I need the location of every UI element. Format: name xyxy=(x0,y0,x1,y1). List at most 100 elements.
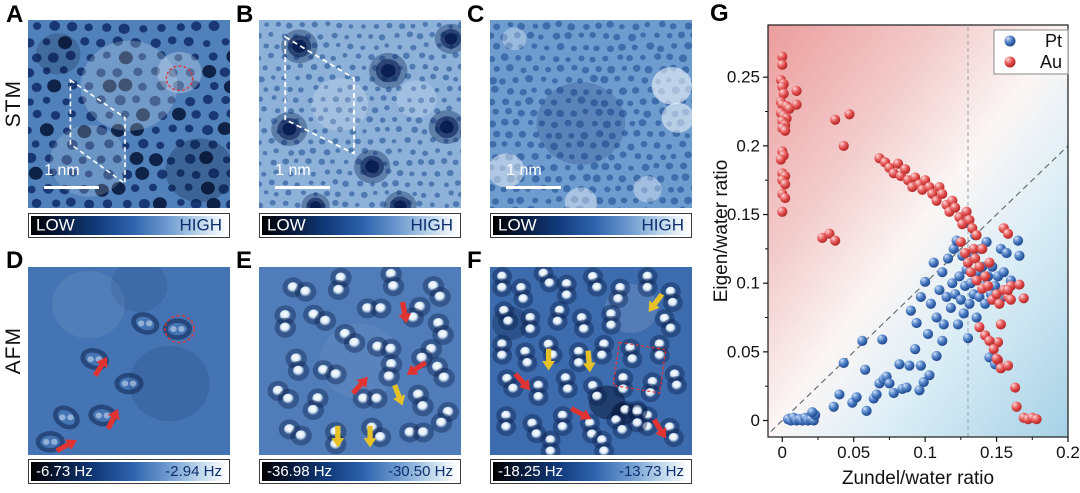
afm-image-f xyxy=(490,267,692,455)
red-arrow-icon xyxy=(92,356,108,377)
svg-text:0.1: 0.1 xyxy=(736,274,760,293)
legend-label-au: Au xyxy=(1040,52,1062,72)
legend-marker-pt xyxy=(1004,35,1016,47)
colorbar-high-label: HIGH xyxy=(179,215,223,235)
red-dashed-outline xyxy=(612,341,667,394)
svg-text:0.15: 0.15 xyxy=(980,443,1013,462)
afm-image-e-texture xyxy=(267,267,459,455)
scatter-plot-g: 0 0.05 0.1 0.15 0.2 0 0.05 0.1 0.15 0.2 0.25 Zundel… xyxy=(713,24,1080,489)
afm-image-d xyxy=(28,267,230,455)
stm-image-a: 1 nm xyxy=(28,20,230,208)
yellow-arrow-icon xyxy=(392,384,406,406)
stm-image-c-texture xyxy=(490,20,692,208)
colorbar-a-gradient: LOW HIGH xyxy=(31,215,227,235)
afm-image-d-overlays xyxy=(55,314,195,453)
panel-letter-b: B xyxy=(236,1,254,28)
panel-letter-c: C xyxy=(467,1,485,28)
red-arrow-icon xyxy=(350,376,368,395)
svg-text:0.2: 0.2 xyxy=(736,136,760,155)
red-arrow-icon xyxy=(105,409,120,430)
colorbar-e: -36.98 Hz -30.50 Hz xyxy=(259,459,461,484)
unit-cell-dashed-outline xyxy=(69,78,126,186)
colorbar-c-gradient: LOW HIGH xyxy=(493,215,689,235)
svg-text:0.05: 0.05 xyxy=(727,342,760,361)
colorbar-high-label: HIGH xyxy=(410,215,454,235)
x-axis-label: Zundel/water ratio xyxy=(842,468,994,489)
freq-max-label: -30.50 Hz xyxy=(387,462,453,480)
stm-image-b: 1 nm xyxy=(259,20,461,208)
svg-text:0.25: 0.25 xyxy=(727,68,760,87)
row-label-stm: STM xyxy=(2,80,25,128)
svg-text:0: 0 xyxy=(778,443,787,462)
stm-image-b-texture xyxy=(259,21,461,208)
yellow-arrow-icon xyxy=(542,348,556,371)
red-arrow-icon xyxy=(569,406,592,420)
red-arrow-icon xyxy=(651,418,667,439)
freq-min-label: -6.73 Hz xyxy=(36,462,93,480)
svg-text:0.1: 0.1 xyxy=(913,443,937,462)
colorbar-low-label: LOW xyxy=(267,215,306,235)
panel-letter-d: D xyxy=(6,247,24,274)
colorbar-high-label: HIGH xyxy=(641,215,685,235)
red-dashed-circle xyxy=(164,314,195,344)
red-dashed-circle xyxy=(165,65,194,92)
colorbar-f-gradient: -18.25 Hz -13.73 Hz xyxy=(493,462,689,481)
scalebar-bar xyxy=(44,186,99,190)
scalebar-label: 1 nm xyxy=(275,161,311,179)
panel-letter-e: E xyxy=(236,247,253,274)
colorbar-a: LOW HIGH xyxy=(28,213,230,238)
plot-background xyxy=(768,25,1068,437)
scalebar-label: 1 nm xyxy=(44,161,80,179)
scalebar-bar xyxy=(275,186,330,190)
colorbar-low-label: LOW xyxy=(498,215,537,235)
freq-max-label: -13.73 Hz xyxy=(618,462,684,480)
row-label-afm: AFM xyxy=(2,327,25,375)
afm-image-e xyxy=(259,267,461,455)
freq-min-label: -18.25 Hz xyxy=(498,462,564,480)
panel-letter-g: G xyxy=(710,0,729,27)
colorbar-b-gradient: LOW HIGH xyxy=(262,215,458,235)
panel-letter-f: F xyxy=(467,247,482,274)
freq-min-label: -36.98 Hz xyxy=(267,462,333,480)
plot-frame xyxy=(767,24,1069,438)
svg-text:0.2: 0.2 xyxy=(1056,443,1080,462)
legend-label-pt: Pt xyxy=(1045,31,1062,51)
freq-max-label: -2.94 Hz xyxy=(165,462,222,480)
scalebar-bar xyxy=(506,186,561,190)
svg-text:0: 0 xyxy=(751,411,760,430)
scalebar-label: 1 nm xyxy=(506,161,542,179)
colorbar-low-label: LOW xyxy=(36,215,75,235)
svg-text:0.15: 0.15 xyxy=(727,205,760,224)
colorbar-d-gradient: -6.73 Hz -2.94 Hz xyxy=(31,462,227,481)
y-axis-label: Eigen/water ratio xyxy=(713,160,732,303)
yellow-arrow-icon xyxy=(363,425,377,448)
diagonal-dashed-reference-line xyxy=(770,145,1069,432)
red-arrow-icon xyxy=(398,301,412,324)
colorbar-f: -18.25 Hz -13.73 Hz xyxy=(490,459,692,484)
red-arrow-icon xyxy=(513,372,531,391)
stm-image-b-overlays xyxy=(284,35,355,155)
afm-image-f-texture xyxy=(492,267,687,455)
colorbar-e-gradient: -36.98 Hz -30.50 Hz xyxy=(262,462,458,481)
yellow-arrow-icon xyxy=(582,350,596,373)
unit-cell-dashed-outline xyxy=(284,35,355,155)
yellow-arrow-icon xyxy=(331,425,345,448)
legend-marker-au xyxy=(1004,56,1016,68)
panel-letter-a: A xyxy=(6,1,24,28)
stm-image-c: 1 nm xyxy=(490,20,692,208)
axis-ticks: 0 0.05 0.1 0.15 0.2 0 0.05 0.1 0.15 0.2 0.25 xyxy=(727,68,1080,462)
colorbar-b: LOW HIGH xyxy=(259,213,461,238)
afm-image-e-overlays xyxy=(331,301,428,448)
svg-text:0.05: 0.05 xyxy=(837,443,870,462)
colorbar-c: LOW HIGH xyxy=(490,213,692,238)
afm-image-f-overlays xyxy=(513,292,667,439)
yellow-arrow-icon xyxy=(648,292,665,312)
red-arrow-icon xyxy=(55,439,77,453)
stm-image-a-overlays xyxy=(69,65,194,186)
afm-image-d-texture xyxy=(35,267,210,453)
colorbar-d: -6.73 Hz -2.94 Hz xyxy=(28,459,230,484)
red-arrow-icon xyxy=(406,360,428,375)
scatter-points-au xyxy=(775,51,1042,425)
stm-image-a-texture xyxy=(28,20,230,208)
